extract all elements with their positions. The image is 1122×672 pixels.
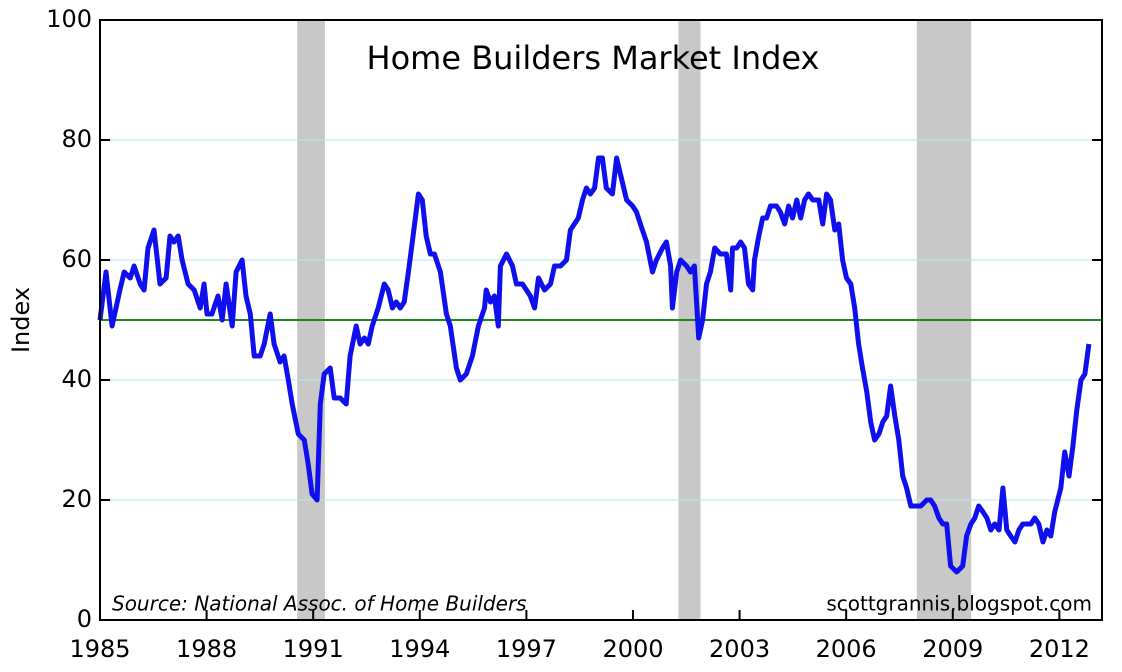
credit-note: scottgrannis.blogspot.com xyxy=(826,592,1092,616)
data-line xyxy=(97,155,1092,575)
chart-title: Home Builders Market Index xyxy=(367,39,820,77)
x-tick-label: 2003 xyxy=(709,635,770,663)
y-axis-label: Index xyxy=(7,287,35,353)
plot-frame xyxy=(99,19,1103,621)
y-tick-label: 80 xyxy=(61,125,92,153)
y-tick-label: 60 xyxy=(61,245,92,273)
source-note: Source: National Assoc. of Home Builders xyxy=(112,592,527,616)
x-tick-label: 2006 xyxy=(816,635,877,663)
x-tick-label: 2012 xyxy=(1029,635,1090,663)
x-tick-label: 1988 xyxy=(176,635,237,663)
x-tick-label: 1997 xyxy=(496,635,557,663)
x-tick-label: 1994 xyxy=(389,635,450,663)
y-tick-label: 40 xyxy=(61,365,92,393)
y-tick-label: 100 xyxy=(46,5,92,33)
x-tick-label: 2009 xyxy=(922,635,983,663)
x-tick-label: 2000 xyxy=(602,635,663,663)
x-tick-label: 1985 xyxy=(69,635,130,663)
y-tick-label: 20 xyxy=(61,485,92,513)
x-tick-label: 1991 xyxy=(283,635,344,663)
y-tick-label: 0 xyxy=(77,605,92,633)
